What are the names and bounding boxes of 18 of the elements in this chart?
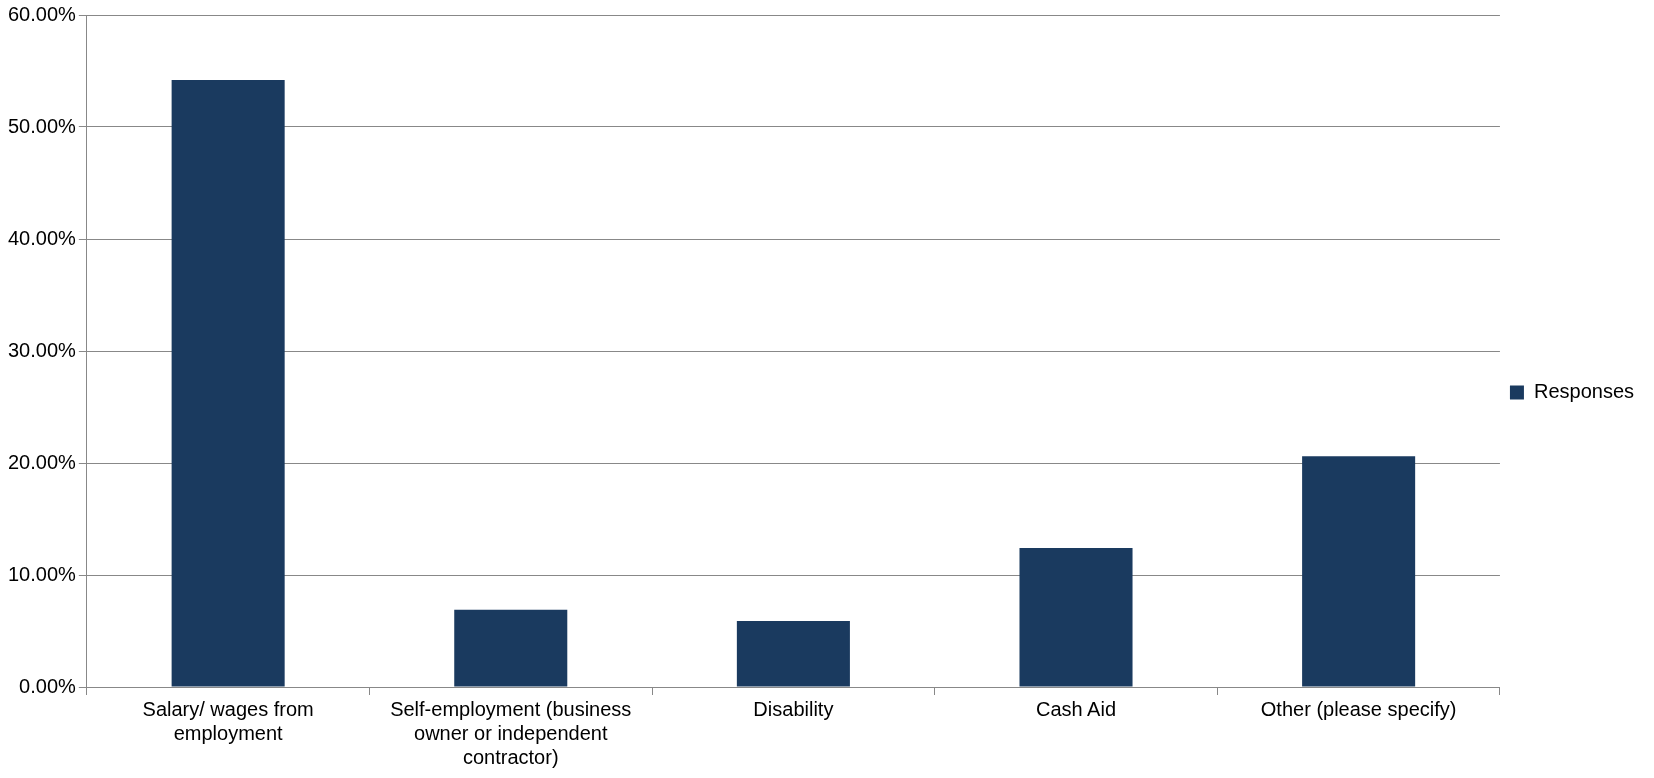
y-tick-label: 50.00% (7, 114, 77, 137)
legend-label: Responses (1533, 380, 1634, 403)
y-tick-label: 60.00% (7, 2, 77, 25)
bar (171, 79, 285, 687)
y-tick-label: 30.00% (7, 338, 77, 361)
y-tick-label: 10.00% (7, 562, 77, 585)
x-tick-label: Cash Aid (1035, 697, 1117, 720)
y-tick-label: 20.00% (7, 450, 77, 473)
bar (1019, 548, 1133, 687)
bar (1302, 456, 1416, 687)
x-tick-label: Disability (753, 697, 834, 720)
y-tick-label: 40.00% (7, 226, 77, 249)
x-tick-label: Self-employment (business owner or independent contractor) (390, 697, 632, 768)
bar (736, 620, 850, 687)
x-tick-label: Salary/ wages from employment (142, 697, 314, 744)
bar (454, 609, 568, 687)
y-tick-label: 0.00% (19, 674, 77, 697)
x-tick-label: Other (please specify) (1260, 697, 1457, 720)
